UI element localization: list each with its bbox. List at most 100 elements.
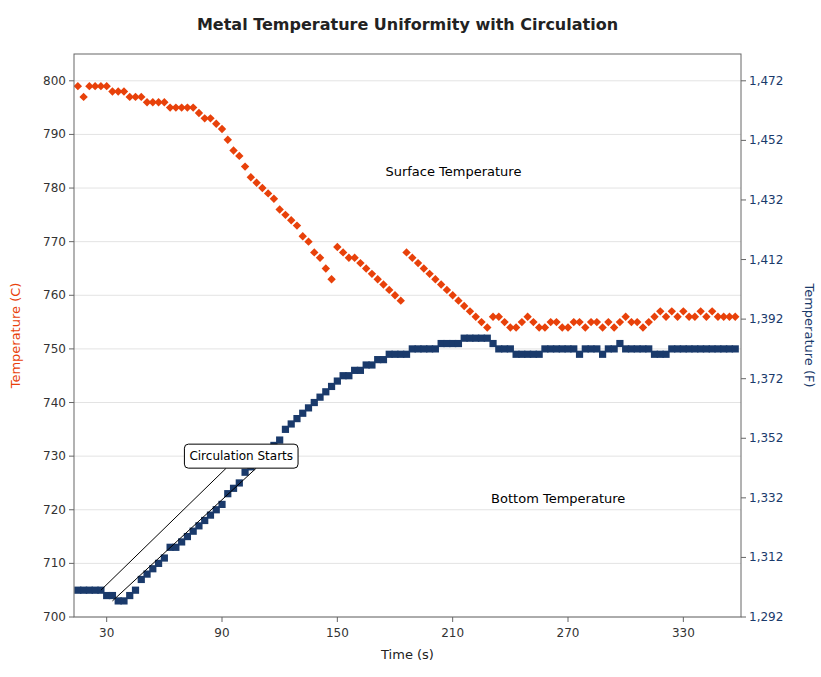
y-tick-label: 710: [43, 556, 66, 570]
diamond-point: [650, 313, 658, 321]
annotation-line: [112, 468, 256, 601]
y2-tick-label: 1,452: [749, 133, 783, 147]
diamond-point: [500, 318, 508, 326]
diamond-point: [252, 178, 260, 186]
y-tick: [69, 348, 74, 349]
diamond-point: [397, 296, 405, 304]
diamond-point: [633, 318, 641, 326]
y2-tick-label: 1,392: [749, 312, 783, 326]
y2-tick: [741, 438, 746, 439]
grid-line: [74, 456, 741, 457]
diamond-point: [477, 318, 485, 326]
annotation: Circulation Starts: [101, 444, 298, 601]
diamond-point: [431, 275, 439, 283]
marks: [74, 82, 739, 605]
grid-line: [74, 563, 741, 564]
chart: 3090150210270330700710720730740750760770…: [0, 0, 821, 677]
x-tick: [683, 617, 684, 622]
plot-area: [74, 54, 741, 617]
y-tick: [69, 617, 74, 618]
y2-tick: [741, 80, 746, 81]
y-tick-label: 790: [43, 127, 66, 141]
y2-axis-label: Temperature (F): [802, 282, 817, 387]
diamond-point: [160, 98, 168, 106]
diamond-point: [270, 195, 278, 203]
grid-line: [74, 295, 741, 296]
series: [74, 82, 739, 332]
grid-line: [74, 188, 741, 189]
y-tick: [69, 241, 74, 242]
x-tick-label: 150: [326, 626, 349, 640]
diamond-point: [581, 323, 589, 331]
y-tick-label: 720: [43, 503, 66, 517]
diamond-point: [414, 259, 422, 267]
diamond-point: [356, 259, 364, 267]
diamond-point: [541, 323, 549, 331]
diamond-point: [316, 254, 324, 262]
diamond-point: [322, 264, 330, 272]
grid-line: [74, 402, 741, 403]
annotation-lines: [101, 468, 256, 601]
diamond-point: [241, 162, 249, 170]
diamond-point: [529, 318, 537, 326]
diamond-point: [333, 243, 341, 251]
diamond-point: [402, 248, 410, 256]
x-tick: [106, 617, 107, 622]
diamond-point: [454, 296, 462, 304]
diamond-point: [299, 232, 307, 240]
diamond-point: [391, 291, 399, 299]
y-tick: [69, 456, 74, 457]
diamond-point: [235, 152, 243, 160]
series: [74, 335, 739, 605]
diamond-point: [702, 313, 710, 321]
y-tick-label: 750: [43, 342, 66, 356]
diamond-point: [552, 318, 560, 326]
diamond-point: [466, 307, 474, 315]
y-tick: [69, 188, 74, 189]
y2-tick-label: 1,352: [749, 431, 783, 445]
diamond-point: [218, 125, 226, 133]
y-tick: [69, 80, 74, 81]
grid-line: [74, 509, 741, 510]
annotation-line: [101, 468, 226, 590]
y-tick: [69, 509, 74, 510]
y2-tick: [741, 557, 746, 558]
diamond-point: [495, 313, 503, 321]
diamond-point: [621, 313, 629, 321]
y2-tick: [741, 199, 746, 200]
grid-line: [74, 80, 741, 81]
y-tick: [69, 563, 74, 564]
diamond-point: [639, 323, 647, 331]
diamond-point: [472, 313, 480, 321]
diamond-point: [74, 82, 82, 90]
diamond-point: [575, 318, 583, 326]
diamond-point: [437, 280, 445, 288]
diamond-point: [604, 318, 612, 326]
diamond-point: [368, 270, 376, 278]
diamond-point: [593, 318, 601, 326]
diamond-point: [287, 216, 295, 224]
diamond-point: [206, 114, 214, 122]
square-point: [732, 345, 739, 352]
y-tick-label: 700: [43, 610, 66, 624]
square-point: [276, 436, 283, 443]
diamond-point: [281, 211, 289, 219]
diamond-point: [662, 313, 670, 321]
y-tick-label: 730: [43, 449, 66, 463]
diamond-point: [598, 323, 606, 331]
diamond-point: [656, 307, 664, 315]
diamond-point: [350, 254, 358, 262]
annotation-box: [184, 444, 298, 468]
diamond-point: [564, 323, 572, 331]
diamond-point: [102, 82, 110, 90]
y2-tick-label: 1,412: [749, 253, 783, 267]
diamond-point: [483, 323, 491, 331]
diamond-point: [448, 291, 456, 299]
y2-tick: [741, 140, 746, 141]
diamond-point: [339, 248, 347, 256]
diamond-point: [229, 146, 237, 154]
grid-line: [74, 241, 741, 242]
x-tick-label: 270: [557, 626, 580, 640]
y2-tick-label: 1,312: [749, 550, 783, 564]
diamond-point: [645, 318, 653, 326]
